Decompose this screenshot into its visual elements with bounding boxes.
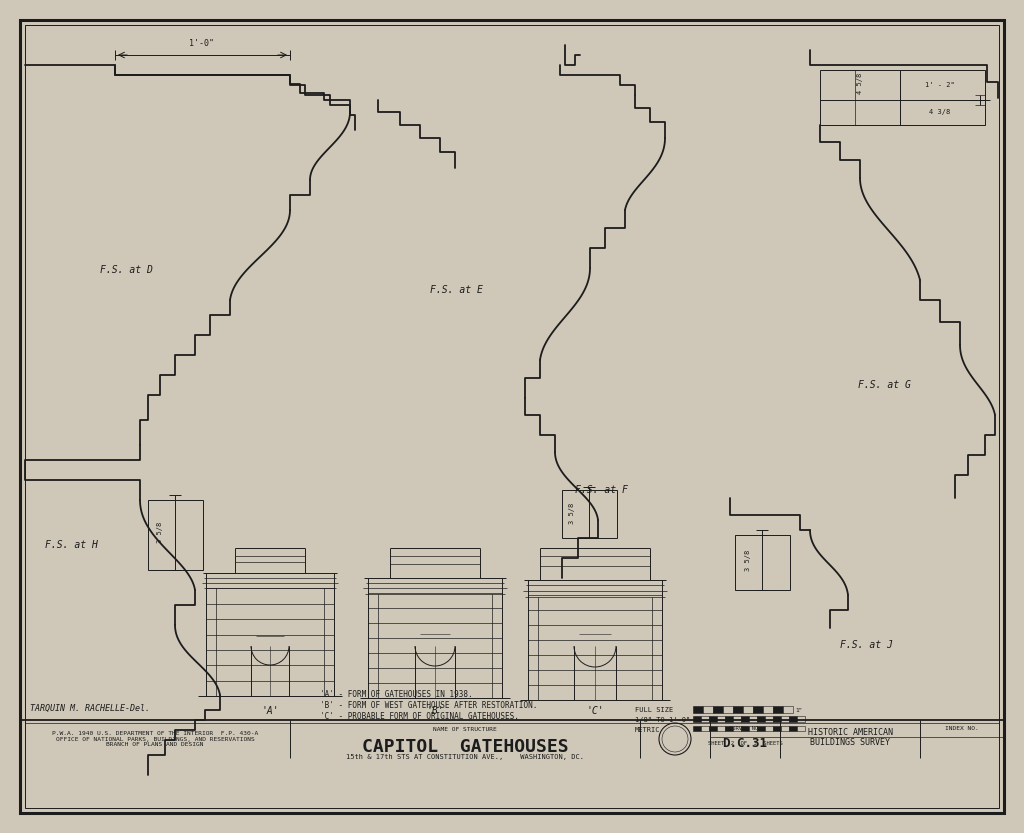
Bar <box>693 706 703 713</box>
Bar <box>723 706 733 713</box>
Bar <box>757 726 765 731</box>
Text: F.S. at H: F.S. at H <box>45 540 98 550</box>
Text: 1/8" TO 1'-0": 1/8" TO 1'-0" <box>635 717 690 723</box>
Text: F.S. at D: F.S. at D <box>100 265 153 275</box>
Bar <box>693 716 701 722</box>
Bar <box>781 726 790 731</box>
Text: TARQUIN M. RACHELLE-Del.: TARQUIN M. RACHELLE-Del. <box>30 704 150 712</box>
Text: 15th & 17th STS AT CONSTITUTION AVE.,    WASHINGTON, DC.: 15th & 17th STS AT CONSTITUTION AVE., WA… <box>346 754 584 760</box>
Text: 3 5/8: 3 5/8 <box>157 521 163 542</box>
Bar <box>783 706 793 713</box>
Text: INDEX NO.: INDEX NO. <box>945 726 979 731</box>
Text: FULL SIZE: FULL SIZE <box>635 707 673 713</box>
Bar <box>709 716 717 722</box>
Bar <box>749 726 757 731</box>
Text: 4 5/8: 4 5/8 <box>857 72 863 93</box>
Bar <box>797 716 805 722</box>
Text: F.S. at E: F.S. at E <box>430 285 483 295</box>
Bar <box>693 726 701 731</box>
Bar <box>733 706 743 713</box>
Bar <box>790 716 797 722</box>
Text: 'C' - PROBABLE FORM OF ORIGINAL GATEHOUSES.: 'C' - PROBABLE FORM OF ORIGINAL GATEHOUS… <box>319 712 519 721</box>
Bar <box>733 726 741 731</box>
Bar <box>773 706 783 713</box>
Bar <box>562 490 617 538</box>
Bar <box>820 70 900 125</box>
Text: 'B' - FORM OF WEST GATEHOUSE AFTER RESTORATION.: 'B' - FORM OF WEST GATEHOUSE AFTER RESTO… <box>319 701 538 710</box>
Bar <box>148 500 203 570</box>
Text: F.S. at F: F.S. at F <box>575 485 628 495</box>
Bar <box>781 716 790 722</box>
Text: F.S. at G: F.S. at G <box>858 380 911 390</box>
Text: 'C': 'C' <box>586 706 604 716</box>
Bar <box>743 706 753 713</box>
Bar <box>741 726 749 731</box>
Bar <box>900 70 985 125</box>
Bar <box>765 716 773 722</box>
Text: METRIC: METRIC <box>635 727 660 733</box>
Bar <box>725 716 733 722</box>
Text: CAPITOL  GATEHOUSES: CAPITOL GATEHOUSES <box>361 738 568 756</box>
Text: 1'-0": 1'-0" <box>189 39 214 48</box>
Text: HISTORIC AMERICAN
BUILDINGS SURVEY: HISTORIC AMERICAN BUILDINGS SURVEY <box>808 728 893 747</box>
Bar <box>765 726 773 731</box>
Bar <box>701 726 709 731</box>
Text: 'A' - FORM OF GATEHOUSES IN 1938.: 'A' - FORM OF GATEHOUSES IN 1938. <box>319 690 473 699</box>
Text: 1": 1" <box>795 707 802 712</box>
Bar <box>735 535 790 590</box>
Text: 3 5/8: 3 5/8 <box>745 550 751 571</box>
Text: 'A': 'A' <box>261 706 279 716</box>
Bar <box>733 716 741 722</box>
Bar <box>797 726 805 731</box>
Bar <box>773 726 781 731</box>
Text: 1' - 2": 1' - 2" <box>925 82 954 88</box>
Bar <box>717 716 725 722</box>
Bar <box>725 726 733 731</box>
Text: 3 5/8: 3 5/8 <box>569 502 575 524</box>
Bar <box>703 706 713 713</box>
Text: 'B': 'B' <box>426 706 443 716</box>
Text: SHEET  2  OF  3  SHEETS: SHEET 2 OF 3 SHEETS <box>708 741 782 746</box>
Bar <box>790 726 797 731</box>
Bar <box>763 706 773 713</box>
Bar <box>701 716 709 722</box>
Text: 4 3/8: 4 3/8 <box>930 109 950 115</box>
Bar <box>741 716 749 722</box>
Bar <box>709 726 717 731</box>
Text: F.S. at J: F.S. at J <box>840 640 893 650</box>
Bar <box>757 716 765 722</box>
Text: P.W.A. 1940 U.S. DEPARTMENT OF THE INTERIOR  F.P. 430-A
OFFICE OF NATIONAL PARKS: P.W.A. 1940 U.S. DEPARTMENT OF THE INTER… <box>52 731 258 747</box>
Bar <box>753 706 763 713</box>
Bar <box>749 716 757 722</box>
Bar <box>717 726 725 731</box>
Bar <box>713 706 723 713</box>
Text: SURVEY NO.: SURVEY NO. <box>729 726 761 731</box>
Text: D.C.31: D.C.31 <box>723 737 768 750</box>
Bar <box>773 716 781 722</box>
Text: NAME OF STRUCTURE: NAME OF STRUCTURE <box>433 727 497 732</box>
